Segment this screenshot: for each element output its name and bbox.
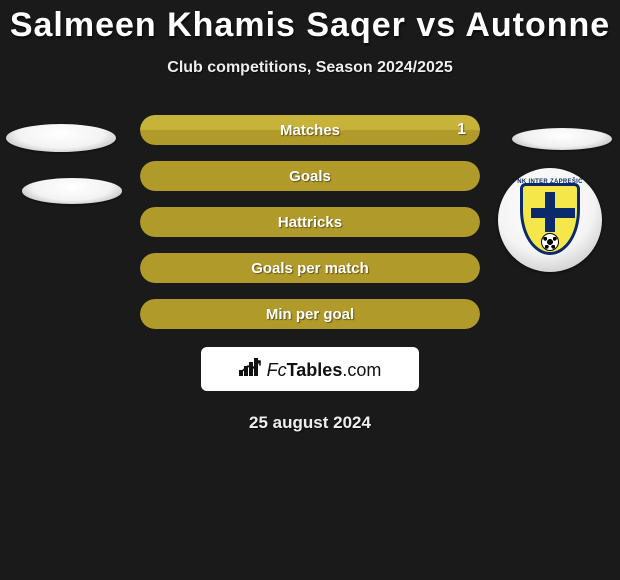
crest-ball-icon [541,233,559,251]
page-subtitle: Club competitions, Season 2024/2025 [0,59,620,77]
footer-date: 25 august 2024 [0,413,620,433]
stat-bar-label: Min per goal [266,306,354,323]
stat-bar-hattricks: Hattricks [140,207,480,237]
stat-bar-mpg: Min per goal [140,299,480,329]
player-right-avatar-small [512,128,612,150]
stat-bar-matches: Matches 1 [140,115,480,145]
stat-bar-goals: Goals [140,161,480,191]
stat-bar-label: Matches [280,122,340,139]
bar-chart-icon [239,358,261,376]
stat-bar-label: Goals [289,168,331,185]
brand-box: FcTables.com [201,347,419,391]
page-title: Salmeen Khamis Saqer vs Autonne [0,0,620,45]
stat-bar-label: Goals per match [251,260,369,277]
stat-bar-value-right: 1 [457,121,466,139]
player-left-avatar-1 [6,124,116,152]
club-crest: NK INTER ZAPREŠIĆ [498,168,602,272]
brand-text: FcTables.com [267,360,382,381]
player-left-avatar-2 [22,178,122,204]
stat-bar-label: Hattricks [278,214,342,231]
stat-bar-gpm: Goals per match [140,253,480,283]
